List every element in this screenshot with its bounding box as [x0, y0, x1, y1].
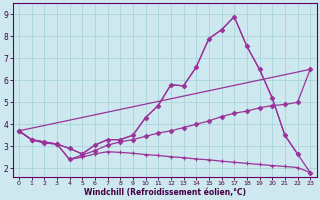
X-axis label: Windchill (Refroidissement éolien,°C): Windchill (Refroidissement éolien,°C): [84, 188, 245, 197]
